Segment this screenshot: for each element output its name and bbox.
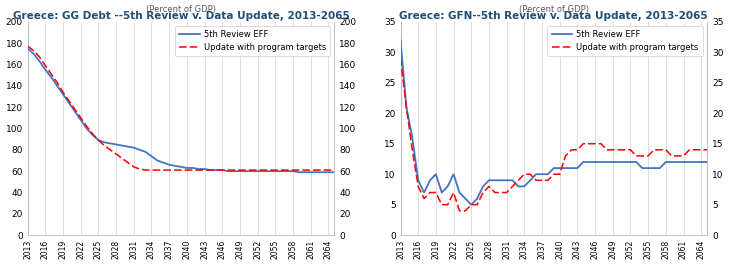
5th Review EFF: [467, 203, 475, 206]
5th Review EFF: [106, 142, 114, 145]
5th Review EFF: [579, 160, 588, 164]
Update with program targets: [265, 169, 274, 172]
5th Review EFF: [396, 38, 405, 42]
5th Review EFF: [200, 167, 209, 171]
Update with program targets: [106, 148, 114, 151]
5th Review EFF: [300, 171, 309, 174]
5th Review EFF: [585, 160, 593, 164]
5th Review EFF: [295, 171, 303, 174]
Update with program targets: [638, 154, 647, 157]
Legend: 5th Review EFF, Update with program targets: 5th Review EFF, Update with program targ…: [174, 26, 330, 56]
5th Review EFF: [596, 160, 605, 164]
Update with program targets: [396, 57, 405, 60]
Line: 5th Review EFF: 5th Review EFF: [28, 48, 335, 172]
5th Review EFF: [23, 47, 32, 50]
Line: 5th Review EFF: 5th Review EFF: [400, 40, 707, 205]
Title: Greece: GFN--5th Review v. Data Update, 2013-2065: Greece: GFN--5th Review v. Data Update, …: [399, 11, 708, 21]
Line: Update with program targets: Update with program targets: [28, 46, 335, 170]
Update with program targets: [23, 45, 32, 48]
Update with program targets: [703, 148, 712, 151]
Text: (Percent of GDP): (Percent of GDP): [146, 5, 216, 14]
Title: Greece: GG Debt --5th Review v. Data Update, 2013-2065: Greece: GG Debt --5th Review v. Data Upd…: [12, 11, 349, 21]
Update with program targets: [455, 209, 464, 212]
5th Review EFF: [259, 170, 268, 173]
Update with program targets: [300, 169, 309, 172]
Update with program targets: [224, 169, 233, 172]
Update with program targets: [585, 142, 593, 145]
Update with program targets: [330, 169, 339, 172]
Legend: 5th Review EFF, Update with program targets: 5th Review EFF, Update with program targ…: [547, 26, 703, 56]
Update with program targets: [141, 169, 150, 172]
Text: (Percent of GDP): (Percent of GDP): [519, 5, 589, 14]
5th Review EFF: [673, 160, 682, 164]
Update with program targets: [212, 169, 221, 172]
Update with program targets: [596, 142, 605, 145]
5th Review EFF: [638, 166, 647, 170]
Line: Update with program targets: Update with program targets: [400, 58, 707, 211]
Update with program targets: [673, 154, 682, 157]
Update with program targets: [485, 185, 494, 188]
Update with program targets: [206, 169, 215, 172]
5th Review EFF: [206, 169, 215, 172]
5th Review EFF: [218, 169, 227, 172]
5th Review EFF: [330, 171, 339, 174]
5th Review EFF: [703, 160, 712, 164]
Update with program targets: [579, 142, 588, 145]
5th Review EFF: [485, 179, 494, 182]
